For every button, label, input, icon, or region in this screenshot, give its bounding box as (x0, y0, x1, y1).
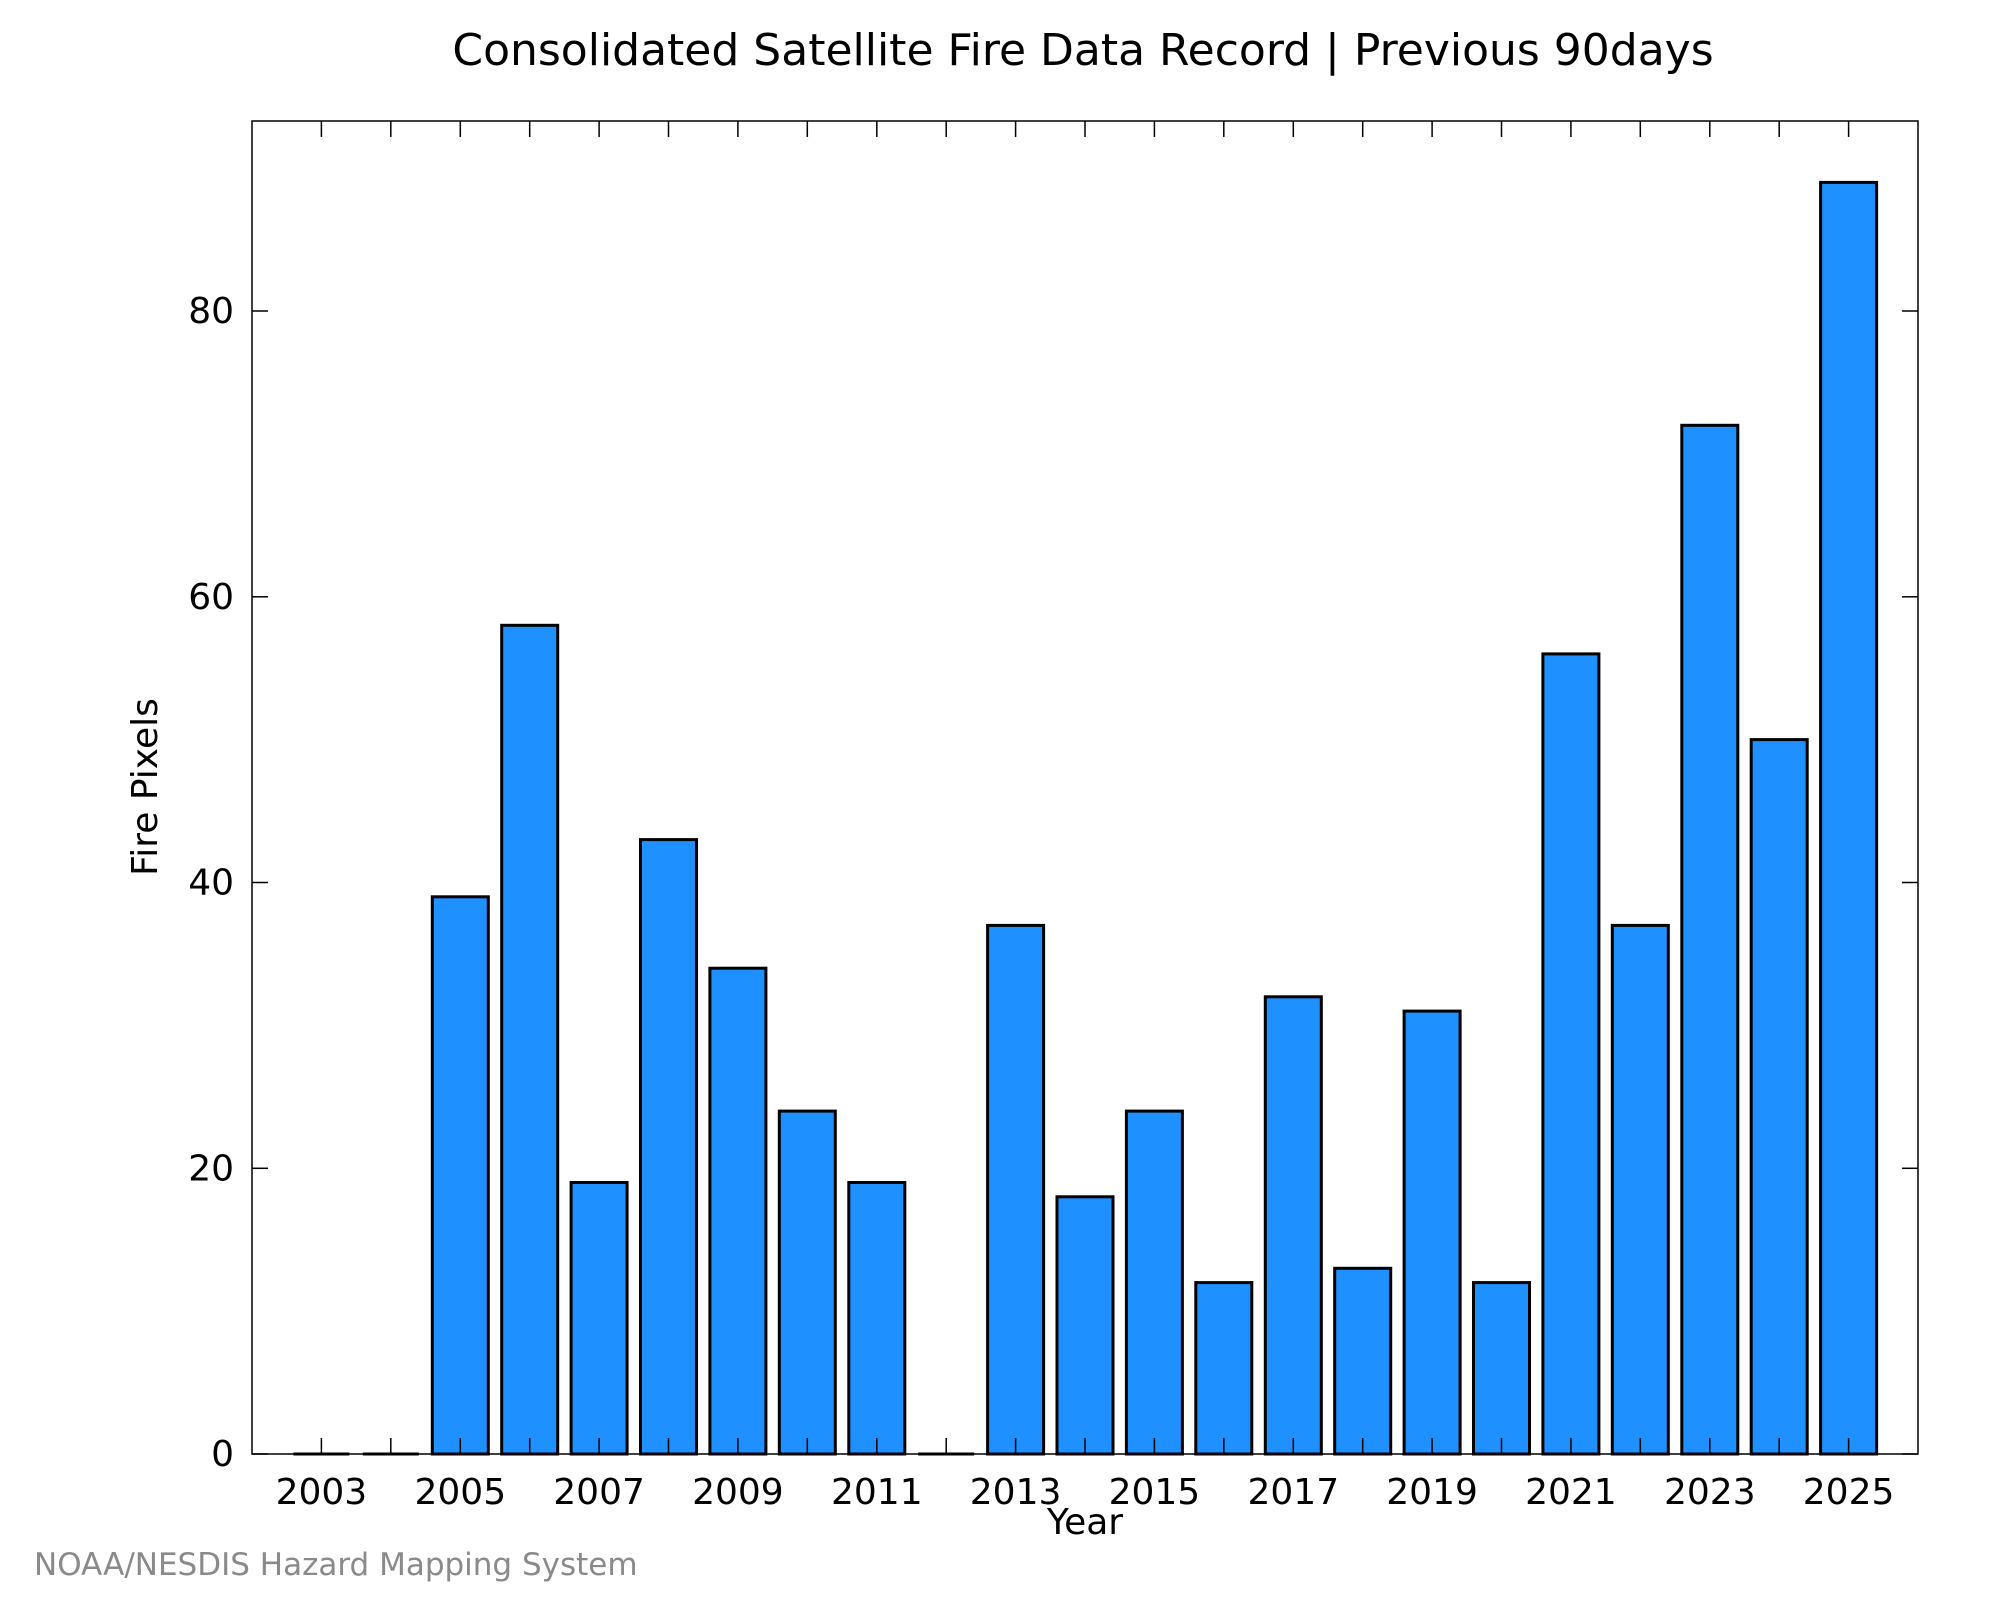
bar-2008 (639, 838, 698, 1456)
bar-2017 (1263, 995, 1323, 1456)
bar-2021 (1541, 652, 1601, 1456)
x-tick-label: 2013 (970, 1472, 1062, 1513)
y-tick-label: 40 (188, 863, 234, 904)
credit-text: NOAA/NESDIS Hazard Mapping System (34, 1547, 638, 1583)
bar-2009 (708, 966, 768, 1456)
bar-2020 (1472, 1281, 1531, 1456)
y-tick-label: 0 (211, 1434, 234, 1475)
bar-2016 (1194, 1281, 1254, 1456)
x-tick-label: 2023 (1664, 1472, 1756, 1513)
ticks-group: 2003 2005 2007 2009 2011 2013 2015 2017 2019 2021… (188, 121, 1918, 1513)
x-tick-label: 2005 (414, 1472, 506, 1513)
x-axis-label: Year (1046, 1502, 1123, 1543)
y-tick-label: 20 (188, 1148, 234, 1189)
bar-2006 (500, 623, 560, 1456)
x-tick-label: 2017 (1247, 1472, 1339, 1513)
x-tick-label: 2019 (1386, 1472, 1478, 1513)
y-tick-label: 60 (188, 577, 234, 618)
bar-2019 (1402, 1009, 1462, 1456)
bar-2024 (1749, 738, 1809, 1456)
y-axis-label: Fire Pixels (125, 698, 166, 876)
y-tick-label: 80 (188, 291, 234, 332)
x-tick-label: 2009 (692, 1472, 784, 1513)
bar-2018 (1333, 1266, 1393, 1456)
x-tick-label: 2003 (276, 1472, 368, 1513)
chart-title: Consolidated Satellite Fire Data Record … (452, 25, 1713, 76)
bar-2007 (569, 1181, 629, 1456)
plot-frame (251, 120, 1919, 1455)
bars-group (293, 180, 1879, 1456)
x-tick-label: 2025 (1803, 1472, 1895, 1513)
bar-2010 (777, 1109, 837, 1456)
bar-2014 (1055, 1195, 1115, 1456)
x-tick-label: 2021 (1525, 1472, 1617, 1513)
bar-2013 (986, 923, 1046, 1456)
bar-2022 (1610, 923, 1670, 1456)
bar-2005 (430, 895, 490, 1456)
bar-2015 (1124, 1109, 1184, 1456)
x-tick-label: 2011 (831, 1472, 923, 1513)
bar-2025 (1819, 180, 1879, 1456)
bar-2023 (1680, 423, 1740, 1456)
x-tick-label: 2007 (553, 1472, 645, 1513)
bar-2011 (847, 1181, 907, 1456)
x-tick-label: 2015 (1109, 1472, 1201, 1513)
